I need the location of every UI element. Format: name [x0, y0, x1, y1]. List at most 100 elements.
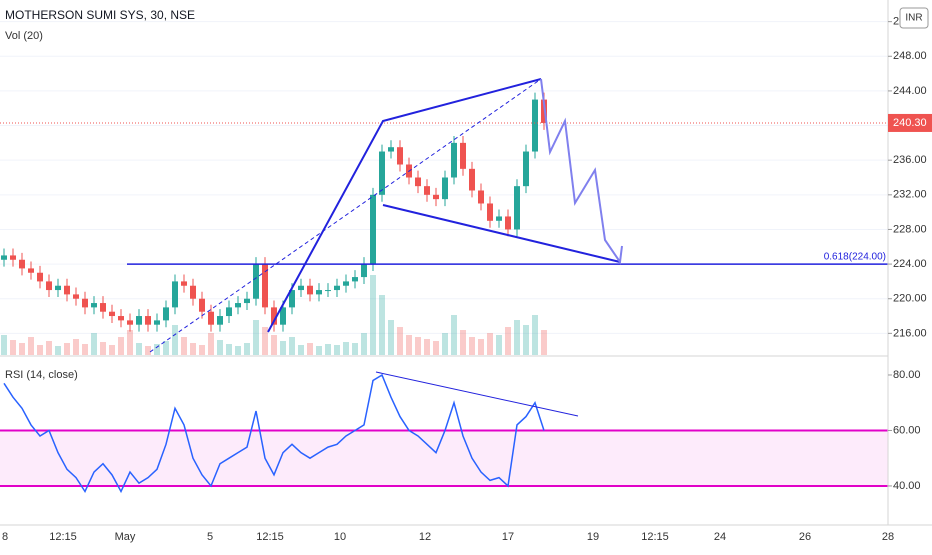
volume-bar	[1, 335, 7, 355]
candle-body	[109, 311, 115, 317]
volume-bar	[496, 335, 502, 355]
volume-bar	[253, 320, 259, 355]
x-tick-label: 12:15	[256, 531, 284, 543]
candle-body	[505, 216, 511, 230]
volume-bar	[487, 333, 493, 355]
volume-bar	[118, 337, 124, 355]
candle-body	[10, 255, 16, 260]
volume-bar	[127, 330, 133, 355]
volume-bar	[64, 343, 70, 355]
volume-bar	[514, 320, 520, 355]
volume-bar	[433, 341, 439, 355]
volume-bar	[415, 337, 421, 355]
candle-body	[1, 255, 7, 260]
volume-label: Vol (20)	[5, 30, 43, 42]
rsi-trend-line	[375, 371, 579, 417]
volume-bar	[388, 320, 394, 355]
volume-bar	[163, 341, 169, 355]
volume-bar	[442, 333, 448, 355]
volume-bar	[100, 342, 106, 355]
x-tick-label: 8	[2, 531, 8, 543]
candle-body	[280, 307, 286, 325]
candle-body	[145, 316, 151, 325]
rsi-label: RSI (14, close)	[5, 369, 78, 381]
candle-body	[235, 303, 241, 308]
candle-body	[127, 320, 133, 325]
volume-bar	[469, 337, 475, 355]
volume-bar	[370, 275, 376, 355]
volume-bar	[217, 340, 223, 355]
candle-body	[532, 99, 538, 152]
rsi-tick-label: 40.00	[893, 480, 921, 492]
volume-bar	[172, 325, 178, 355]
x-tick-label: 12	[419, 531, 431, 543]
candle-body	[298, 285, 304, 291]
volume-bar	[307, 343, 313, 355]
candle-body	[271, 307, 277, 325]
last-price-tag	[888, 113, 932, 132]
y-tick-label: 248.00	[893, 50, 927, 62]
candle-body	[316, 290, 322, 295]
last-price-label: 240.30	[893, 117, 927, 129]
candle-body	[253, 264, 259, 299]
candle-body	[478, 190, 484, 204]
candle-body	[334, 285, 340, 291]
volume-bar	[91, 333, 97, 355]
candle-body	[208, 311, 214, 325]
volume-bar	[226, 344, 232, 355]
candle-body	[388, 147, 394, 152]
volume-bar	[352, 343, 358, 355]
rsi-line	[3, 373, 545, 494]
volume-bar	[478, 339, 484, 355]
volume-bar	[235, 346, 241, 355]
volume-bar	[334, 345, 340, 355]
volume-bar	[289, 337, 295, 355]
volume-bar	[190, 343, 196, 355]
volume-bar	[451, 315, 457, 355]
volume-bar	[343, 342, 349, 355]
candle-body	[190, 285, 196, 299]
candle-body	[100, 303, 106, 312]
candle-body	[370, 194, 376, 265]
volume-bar	[28, 337, 34, 355]
volume-bar	[280, 341, 286, 355]
candle-body	[244, 298, 250, 304]
candle-body	[46, 281, 52, 291]
candle-body	[442, 177, 448, 200]
candle-body	[451, 142, 457, 178]
volume-bar	[109, 345, 115, 355]
candle-body	[91, 303, 97, 308]
x-tick-label: 26	[799, 531, 811, 543]
candle-body	[325, 290, 331, 292]
volume-bar	[541, 330, 547, 355]
candle-body	[226, 307, 232, 317]
candle-body	[262, 264, 268, 308]
y-tick-label: 236.00	[893, 154, 927, 166]
fib-label: 0.618(224.00)	[824, 252, 886, 263]
candle-body	[28, 268, 34, 273]
volume-bar	[136, 343, 142, 355]
candle-body	[217, 316, 223, 325]
candle-body	[82, 298, 88, 308]
volume-bar	[523, 325, 529, 355]
y-tick-label: 228.00	[893, 223, 927, 235]
volume-bar	[406, 335, 412, 355]
trend-line	[382, 204, 621, 263]
candle-body	[37, 272, 43, 282]
volume-bar	[397, 327, 403, 355]
candle-body	[460, 142, 466, 169]
volume-bar	[19, 343, 25, 355]
volume-bar	[82, 344, 88, 355]
candle-body	[64, 285, 70, 295]
volume-bar	[505, 327, 511, 355]
currency-badge[interactable]	[899, 7, 929, 29]
projection-path	[540, 78, 623, 265]
volume-bar	[145, 346, 151, 355]
candle-body	[289, 290, 295, 308]
candle-body	[172, 281, 178, 308]
currency-label[interactable]: INR	[905, 13, 922, 24]
volume-bar	[154, 344, 160, 355]
candle-body	[352, 277, 358, 282]
volume-bar	[424, 339, 430, 355]
x-tick-label: 12:15	[49, 531, 77, 543]
